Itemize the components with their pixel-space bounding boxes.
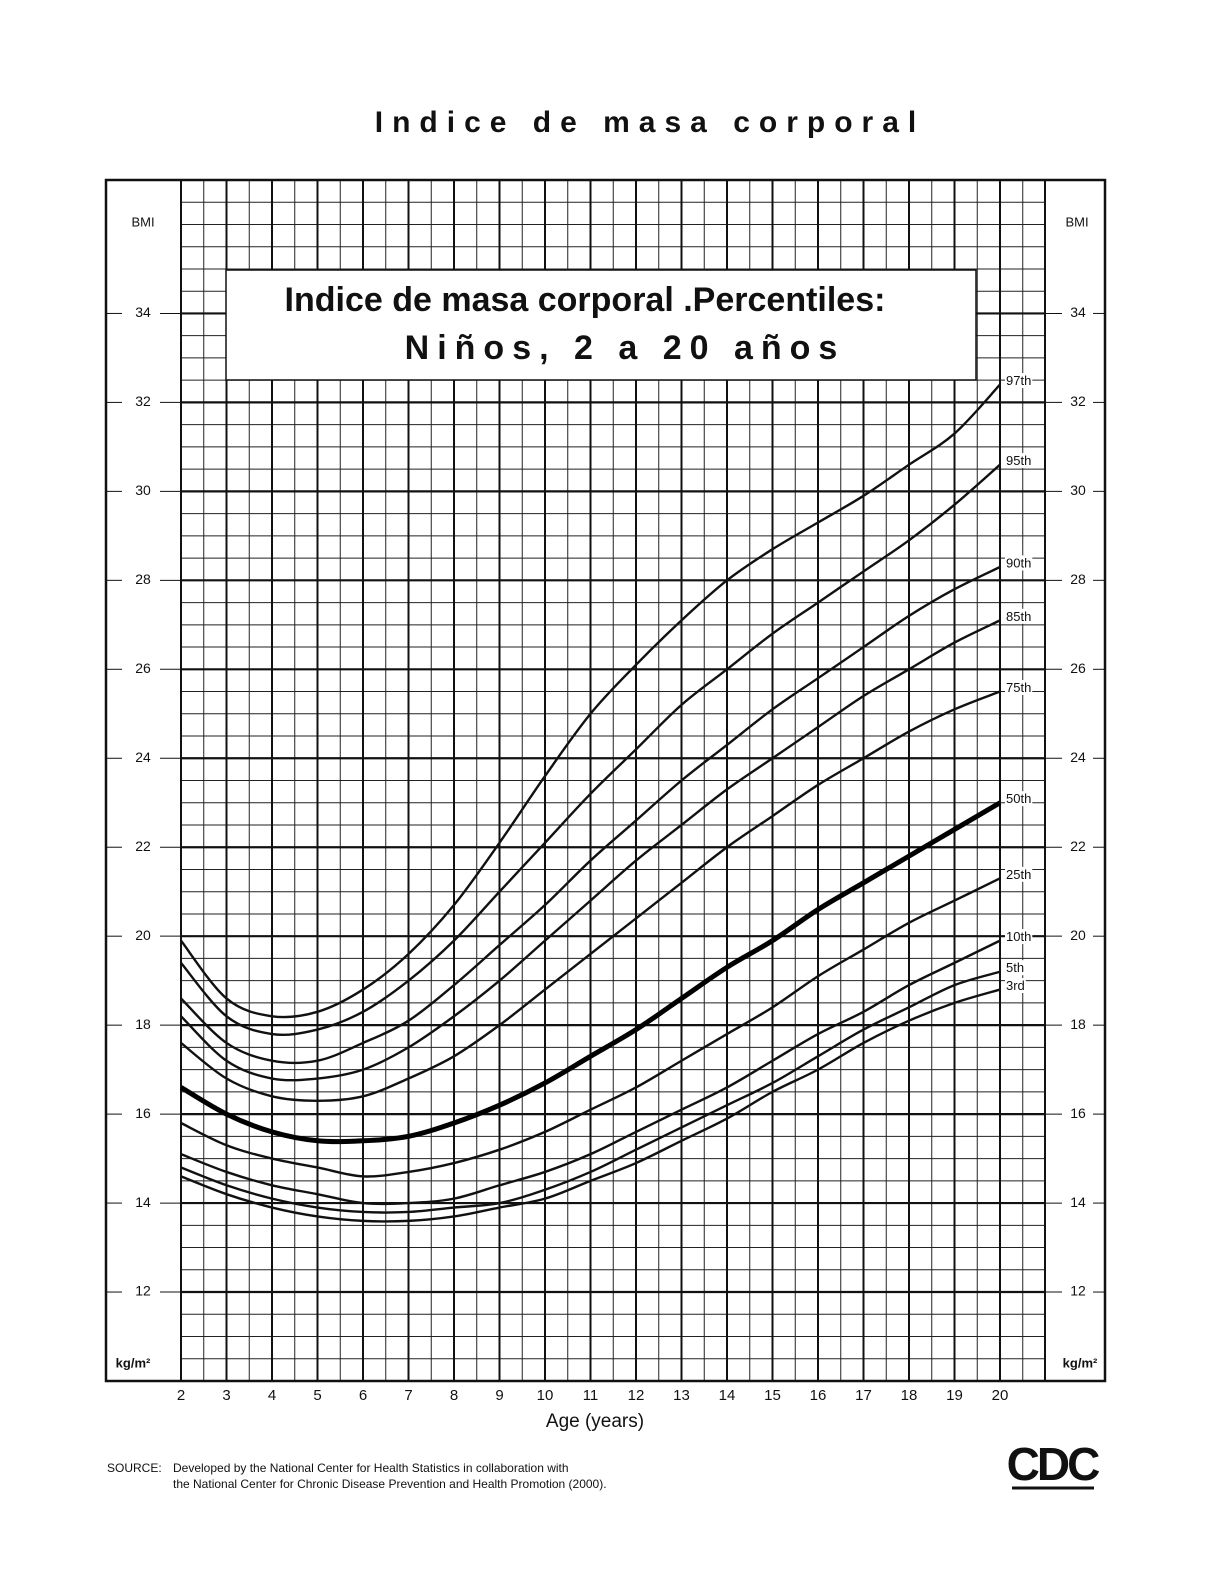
- y-tick-label: 30: [135, 482, 151, 498]
- y-tick-label: 14: [1070, 1194, 1086, 1210]
- frame: [104, 178, 1107, 1383]
- series-label: 10th: [1006, 929, 1031, 944]
- series-label: 5th: [1006, 960, 1024, 975]
- x-tick-label: 4: [268, 1387, 276, 1404]
- subtitle: Indice de masa corporal .Percentiles:: [285, 281, 886, 319]
- series-label-bg: [1005, 791, 1033, 807]
- y-tick-label: 22: [135, 838, 151, 854]
- x-tick-label: 20: [992, 1387, 1009, 1404]
- series-line: [180, 877, 1001, 1178]
- series-line: [180, 988, 1001, 1223]
- y-tick-label: 26: [1070, 660, 1086, 676]
- y-tick-label: 34: [135, 304, 151, 320]
- source-label: SOURCE:: [107, 1461, 162, 1475]
- x-tick-label: 7: [404, 1387, 412, 1404]
- series-label-bg: [1005, 960, 1026, 976]
- series-line: [180, 463, 1001, 1037]
- y-tick-label: 12: [1070, 1283, 1086, 1299]
- y-tick-label: 18: [1070, 1016, 1086, 1032]
- y-tick-label: 18: [135, 1016, 151, 1032]
- series-label: 90th: [1006, 555, 1031, 570]
- x-tick-label: 3: [222, 1387, 230, 1404]
- x-tick-label: 13: [673, 1387, 690, 1404]
- series-label-bg: [1005, 866, 1033, 882]
- x-tick-label: 2: [177, 1387, 185, 1404]
- y-tick-label: 28: [135, 571, 151, 587]
- series-line: [180, 690, 1001, 1102]
- series-label-bg: [1005, 608, 1033, 624]
- y-axis-unit: kg/m²: [116, 1355, 151, 1370]
- x-tick-label: 16: [810, 1387, 827, 1404]
- series-line: [180, 619, 1001, 1082]
- y-tick-label: 24: [1070, 749, 1086, 765]
- source-text: Developed by the National Center for Hea…: [173, 1461, 569, 1475]
- series-label: 25th: [1006, 867, 1031, 882]
- chart-title: Indice de masa corporal: [375, 106, 925, 139]
- x-tick-label: 9: [495, 1387, 503, 1404]
- y-tick-label: 14: [135, 1194, 151, 1210]
- series-label: 95th: [1006, 453, 1031, 468]
- series-label-bg: [1005, 453, 1033, 469]
- y-tick-label: 22: [1070, 838, 1086, 854]
- y-tick-label: 16: [135, 1105, 151, 1121]
- x-tick-label: 12: [628, 1387, 645, 1404]
- x-tick-label: 5: [313, 1387, 321, 1404]
- x-tick-label: 17: [855, 1387, 872, 1404]
- y-axis-label: BMI: [1065, 214, 1088, 229]
- series-label: 50th: [1006, 791, 1031, 806]
- y-tick-label: 34: [1070, 304, 1086, 320]
- series-line: [180, 970, 1001, 1214]
- series-label: 85th: [1006, 609, 1031, 624]
- x-tick-label: 11: [583, 1387, 599, 1404]
- x-tick-label: 15: [764, 1387, 781, 1404]
- y-tick-label: 30: [1070, 482, 1086, 498]
- series-label: 97th: [1006, 373, 1031, 388]
- plot: 97th 95th 90th 85th 75th 50th 25th 10th 5th 3rd: [179, 373, 1033, 1223]
- y-tick-label: 24: [135, 749, 151, 765]
- y-tick-label: 12: [135, 1283, 151, 1299]
- x-tick-label: 6: [359, 1387, 367, 1404]
- x-tick-label: 19: [946, 1387, 963, 1404]
- y-axis-label: BMI: [131, 214, 154, 229]
- series-line: [180, 939, 1001, 1206]
- logo: CDC: [1007, 1438, 1099, 1490]
- subtitle-box: [225, 269, 977, 381]
- series-label-bg: [1005, 373, 1033, 389]
- y-tick-label: 20: [135, 927, 151, 943]
- x-tick-label: 14: [719, 1387, 736, 1404]
- source-text: the National Center for Chronic Disease …: [173, 1477, 607, 1491]
- y-tick-label: 32: [1070, 393, 1086, 409]
- y-tick-label: 26: [135, 660, 151, 676]
- y-tick-label: 20: [1070, 927, 1086, 943]
- series-label: 75th: [1006, 680, 1031, 695]
- series-line: [180, 565, 1001, 1065]
- series-label-bg: [1005, 978, 1026, 994]
- y-axis-unit: kg/m²: [1063, 1355, 1098, 1370]
- x-axis-label: Age (years): [546, 1411, 644, 1432]
- x-tick-label: 10: [537, 1387, 554, 1404]
- x-tick-label: 18: [901, 1387, 918, 1404]
- y-tick-label: 28: [1070, 571, 1086, 587]
- series-line: [180, 383, 1001, 1019]
- series-label-bg: [1005, 679, 1033, 695]
- y-tick-label: 16: [1070, 1105, 1086, 1121]
- series-label: 3rd: [1006, 978, 1025, 993]
- series-line: [179, 800, 1002, 1145]
- subtitle: Niños, 2 a 20 años: [405, 329, 846, 367]
- x-tick-label: 8: [450, 1387, 458, 1404]
- series-label-bg: [1005, 929, 1033, 945]
- y-tick-label: 32: [135, 393, 151, 409]
- series-label-bg: [1005, 555, 1033, 571]
